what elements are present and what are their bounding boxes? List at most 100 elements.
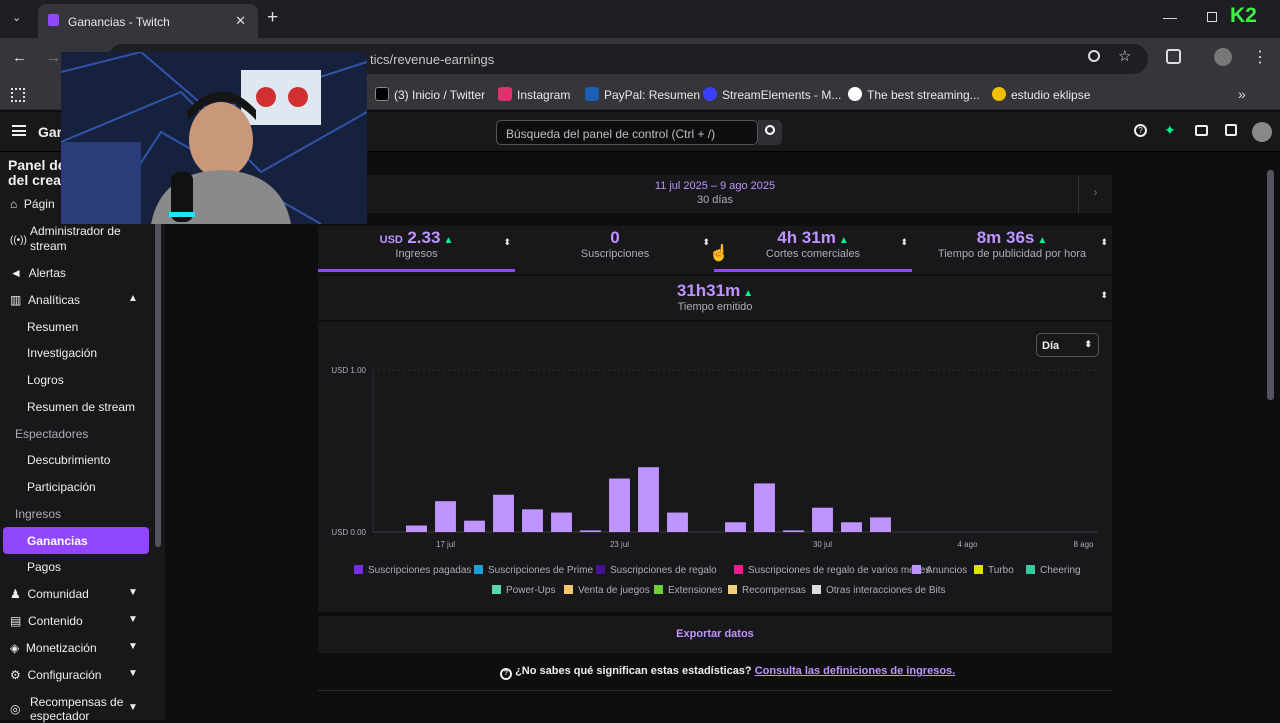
stat-value: 8m 36s bbox=[976, 228, 1035, 247]
mouse-cursor: ☝ bbox=[709, 245, 729, 262]
sidebar-item-configuracion[interactable]: ⚙ Configuración bbox=[10, 668, 101, 682]
bookmark-eklipse[interactable]: estudio eklipse bbox=[992, 87, 1090, 102]
stat-ingresos[interactable]: USD 2.33 ▲ Ingresos ⬍ bbox=[318, 228, 515, 272]
close-tab-icon[interactable]: ✕ bbox=[235, 13, 246, 28]
stat-tiempo-publicidad[interactable]: 8m 36s ▲ Tiempo de publicidad por hora ⬍ bbox=[912, 228, 1112, 272]
bookmark-paypal[interactable]: PayPal: Resumen bbox=[585, 87, 700, 102]
legend-item[interactable]: Cheering bbox=[1026, 565, 1081, 576]
help-row: ? ¿No sabes qué significan estas estadís… bbox=[500, 665, 955, 680]
hamburger-menu-icon[interactable] bbox=[12, 125, 26, 136]
sidebar-item-monetizacion[interactable]: ◈ Monetización bbox=[10, 641, 97, 655]
sidebar-scrollbar[interactable] bbox=[155, 162, 161, 547]
sidebar-item-pagina[interactable]: ⌂ Págin bbox=[10, 197, 55, 211]
legend-swatch bbox=[492, 585, 501, 594]
sidebar-item-comunidad[interactable]: ♟ Comunidad bbox=[10, 587, 89, 601]
search-icon bbox=[765, 125, 775, 135]
bookmark-streamelements[interactable]: StreamElements - M... bbox=[703, 87, 841, 102]
zoom-icon[interactable] bbox=[1088, 50, 1100, 62]
dashboard-search-input[interactable]: Búsqueda del panel de control (Ctrl + /) bbox=[496, 120, 758, 145]
sort-icon[interactable]: ⬍ bbox=[1100, 237, 1108, 247]
stat-cortes-comerciales[interactable]: 4h 31m ▲ Cortes comerciales ⬍ bbox=[714, 228, 912, 272]
sidebar-item-resumen[interactable]: Resumen bbox=[27, 320, 79, 334]
legend-item[interactable]: Otras interacciones de Bits bbox=[812, 585, 946, 596]
bookmark-label: (3) Inicio / Twitter bbox=[394, 88, 486, 102]
legend-item[interactable]: Turbo bbox=[974, 565, 1014, 576]
x-tick-label: 30 jul bbox=[813, 540, 832, 549]
minimize-icon[interactable]: — bbox=[1163, 9, 1177, 25]
page-scrollbar[interactable] bbox=[1267, 170, 1274, 400]
chevron-down-icon[interactable]: ▼ bbox=[128, 702, 138, 713]
more-bookmarks-icon[interactable]: » bbox=[1238, 86, 1246, 102]
profile-avatar[interactable] bbox=[1214, 48, 1232, 66]
sparkle-icon[interactable]: ✦ bbox=[1164, 122, 1176, 138]
legend-item[interactable]: Suscripciones de Prime bbox=[474, 565, 593, 576]
help-question: ¿No sabes qué significan estas estadísti… bbox=[515, 665, 752, 677]
sidebar-item-contenido[interactable]: ▤ Contenido bbox=[10, 614, 83, 628]
sidebar-item-logros[interactable]: Logros bbox=[27, 373, 64, 387]
divider bbox=[318, 690, 1112, 691]
sidebar-item-resumen-stream[interactable]: Resumen de stream bbox=[27, 400, 136, 414]
sort-icon[interactable]: ⬍ bbox=[503, 237, 511, 247]
new-tab-button[interactable]: + bbox=[267, 7, 279, 28]
sort-icon[interactable]: ⬍ bbox=[900, 237, 908, 247]
chart-bar bbox=[435, 501, 456, 532]
legend-item[interactable]: Anuncios bbox=[912, 565, 967, 576]
sidebar-item-investigacion[interactable]: Investigación bbox=[27, 346, 98, 360]
legend-item[interactable]: Suscripciones de regalo de varios meses bbox=[734, 565, 930, 576]
legend-item[interactable]: Suscripciones pagadas bbox=[354, 565, 471, 576]
sort-icon[interactable]: ⬍ bbox=[1100, 290, 1108, 300]
sidebar-item-stream-manager[interactable]: ((•)) Administrador de stream bbox=[10, 224, 121, 254]
forward-icon[interactable]: → bbox=[46, 49, 61, 66]
sidebar-item-recompensas[interactable]: ◎ Recompensas de espectador bbox=[10, 695, 123, 723]
export-data-button[interactable]: Exportar datos bbox=[318, 616, 1112, 653]
sidebar-item-analiticas[interactable]: ▥ Analíticas bbox=[10, 293, 80, 307]
browser-tab[interactable]: Ganancias - Twitch ✕ bbox=[38, 4, 258, 38]
legend-item[interactable]: Venta de juegos bbox=[564, 585, 650, 596]
bookmark-streaming[interactable]: The best streaming... bbox=[848, 87, 980, 102]
tab-list-dropdown-icon[interactable]: ⌄ bbox=[12, 12, 22, 24]
sidebar-item-participacion[interactable]: Participación bbox=[27, 480, 96, 494]
help-link[interactable]: Consulta las definiciones de ingresos. bbox=[754, 665, 956, 677]
help-icon[interactable]: ? bbox=[1134, 124, 1147, 137]
stat-tiempo-emitido[interactable]: 31h31m ▲ Tiempo emitido ⬍ bbox=[318, 276, 1112, 320]
sidebar-item-descubrimiento[interactable]: Descubrimiento bbox=[27, 453, 111, 467]
sidebar-item-pagos[interactable]: Pagos bbox=[27, 560, 62, 574]
sidebar-item-alertas[interactable]: ◄ Alertas bbox=[10, 266, 66, 280]
sidebar-item-ganancias[interactable]: Ganancias bbox=[3, 527, 149, 554]
menu-icon[interactable]: ⋮ bbox=[1252, 49, 1268, 66]
eklipse-icon bbox=[992, 87, 1006, 101]
stat-value: 2.33 bbox=[407, 228, 441, 247]
stat-label: Ingresos bbox=[395, 248, 438, 260]
sidebar-item-label: stream bbox=[30, 239, 67, 253]
chevron-down-icon[interactable]: ▼ bbox=[128, 668, 138, 679]
back-icon[interactable]: ← bbox=[12, 49, 27, 66]
chevron-down-icon[interactable]: ▼ bbox=[128, 587, 138, 598]
restore-icon[interactable] bbox=[1207, 12, 1217, 22]
bookmark-instagram[interactable]: Instagram bbox=[498, 87, 570, 102]
user-avatar[interactable] bbox=[1252, 122, 1272, 142]
legend-item[interactable]: Recompensas bbox=[728, 585, 806, 596]
star-icon[interactable]: ☆ bbox=[1118, 48, 1132, 65]
next-period-icon[interactable]: › bbox=[1078, 175, 1112, 213]
chart-bar bbox=[841, 522, 862, 532]
legend-swatch bbox=[974, 565, 983, 574]
x-tick-label: 23 jul bbox=[610, 540, 629, 549]
date-range-picker[interactable]: 11 jul 2025 – 9 ago 2025 30 días › bbox=[318, 175, 1112, 213]
bookmark-twitter[interactable]: (3) Inicio / Twitter bbox=[375, 87, 485, 102]
legend-item[interactable]: Extensiones bbox=[654, 585, 722, 596]
stat-suscripciones[interactable]: 0 Suscripciones ⬍ bbox=[516, 228, 714, 272]
whispers-icon[interactable] bbox=[1225, 124, 1237, 136]
instagram-icon bbox=[498, 87, 512, 101]
chevron-down-icon[interactable]: ▼ bbox=[128, 641, 138, 652]
search-button[interactable] bbox=[758, 120, 782, 145]
inbox-icon[interactable] bbox=[1195, 125, 1208, 136]
sort-icon[interactable]: ⬍ bbox=[702, 237, 710, 247]
apps-grid-icon[interactable] bbox=[11, 88, 25, 102]
chevron-down-icon[interactable]: ▼ bbox=[128, 614, 138, 625]
period-select[interactable]: Día ⬍ bbox=[1036, 333, 1099, 357]
legend-item[interactable]: Power-Ups bbox=[492, 585, 555, 596]
chevron-up-icon[interactable]: ▲ bbox=[128, 293, 138, 304]
x-tick-label: 17 jul bbox=[436, 540, 455, 549]
extensions-icon[interactable] bbox=[1166, 49, 1181, 64]
legend-item[interactable]: Suscripciones de regalo bbox=[596, 565, 717, 576]
